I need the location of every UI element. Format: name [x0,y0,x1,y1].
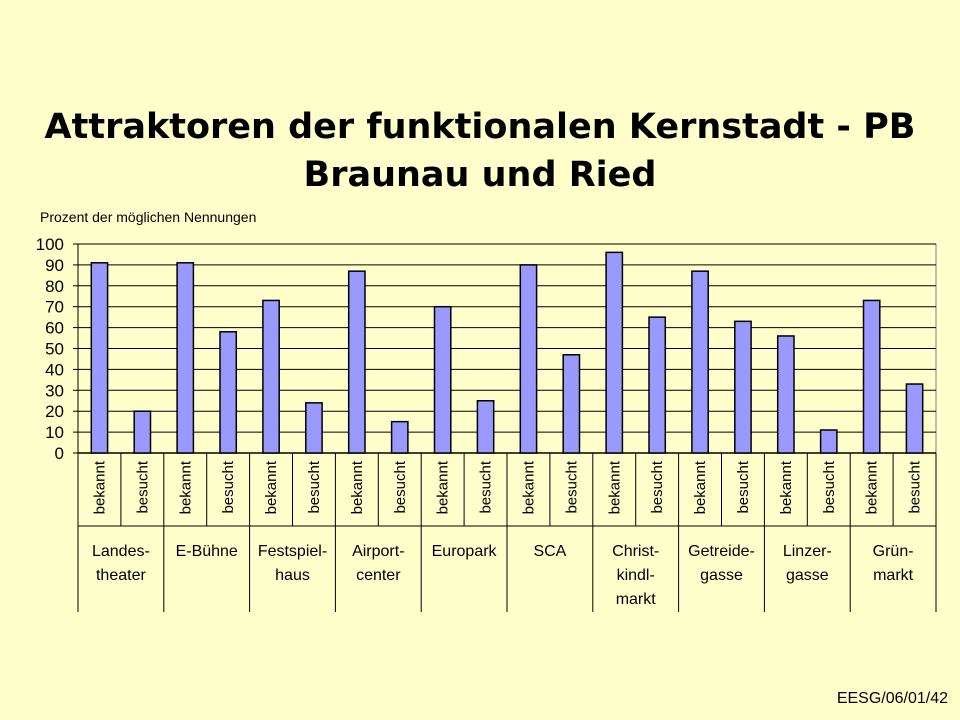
bar [819,429,838,454]
group-label: Christ- [612,543,659,560]
bar [305,402,323,454]
bar [734,320,752,454]
bar-chart: Prozent der möglichen Nennungen 0 10 20 30 4… [36,209,937,612]
bar [691,270,709,454]
bar-category-label: besucht [220,460,237,513]
group-label: center [356,567,401,584]
bar-category-label: bekannt [177,460,194,514]
slide-title: Attraktoren der funktionalen Kernstadt -… [0,103,960,199]
bar-category-label: bekannt [864,460,881,514]
y-tick-label: 60 [45,319,64,338]
bar [562,354,581,454]
y-tick-label: 20 [45,402,64,421]
bar [776,335,795,454]
bar-category-label: bekannt [263,460,280,514]
slide-footer-code: EESG/06/01/42 [836,690,948,707]
y-axis-label: Prozent der möglichen Nennungen [40,209,256,225]
bar [905,383,924,454]
group-label: gasse [700,567,743,584]
y-tick-label: 0 [55,444,64,463]
bar [219,331,238,454]
y-tick-label: 30 [45,381,64,400]
bar-category-label: bekannt [91,460,108,514]
bar [133,410,152,454]
bar-category-label: bekannt [778,460,795,514]
bar [90,262,109,454]
bar-category-label: besucht [907,460,924,513]
group-label: Landes- [92,543,150,560]
y-tick-label: 100 [36,235,64,254]
group-label: Linzer- [783,543,832,560]
bar [862,299,881,454]
bar [262,299,280,454]
bar [519,264,538,454]
group-label: E-Bühne [176,543,238,560]
bar [605,251,624,454]
bar-category-label: bekannt [349,460,366,514]
group-label: kindl- [617,567,655,584]
bar [390,420,409,454]
bar-category-label: bekannt [692,460,709,514]
group-label: markt [616,591,657,608]
bar [648,316,667,454]
slide-title-line-2: Braunau und Ried [303,155,657,195]
bar-category-label: bekannt [435,460,452,514]
group-label: markt [873,567,914,584]
group-label: Airport- [352,543,404,560]
y-tick-label: 80 [45,277,64,296]
bar-category-label: besucht [735,460,752,513]
bar-category-label: besucht [478,460,495,513]
bar [176,262,195,454]
bar-category-label: besucht [306,460,323,513]
group-label: Festspiel- [258,543,327,560]
bar [476,400,495,454]
bar-category-label: besucht [563,460,580,513]
bar-category-label: bekannt [520,460,537,514]
group-label: haus [275,567,310,584]
group-label: SCA [533,543,566,560]
y-tick-label: 70 [45,298,64,317]
bar-category-label: besucht [649,460,666,513]
bar-category-label: besucht [392,460,409,513]
bar-category-label: besucht [134,460,151,513]
bar-category-label: besucht [821,460,838,513]
bar-category-label: bekannt [606,460,623,514]
y-tick-label: 50 [45,340,64,359]
bar [347,270,366,454]
group-label: theater [96,567,146,584]
group-label: Europark [432,543,498,560]
y-tick-label: 10 [45,423,64,442]
y-tick-label: 40 [45,360,64,379]
bar [433,305,452,454]
group-label: gasse [786,567,829,584]
y-tick-label: 90 [45,256,64,275]
group-label: Grün- [873,543,914,560]
group-label: Getreide- [688,543,755,560]
slide-title-line-1: Attraktoren der funktionalen Kernstadt -… [44,107,916,147]
